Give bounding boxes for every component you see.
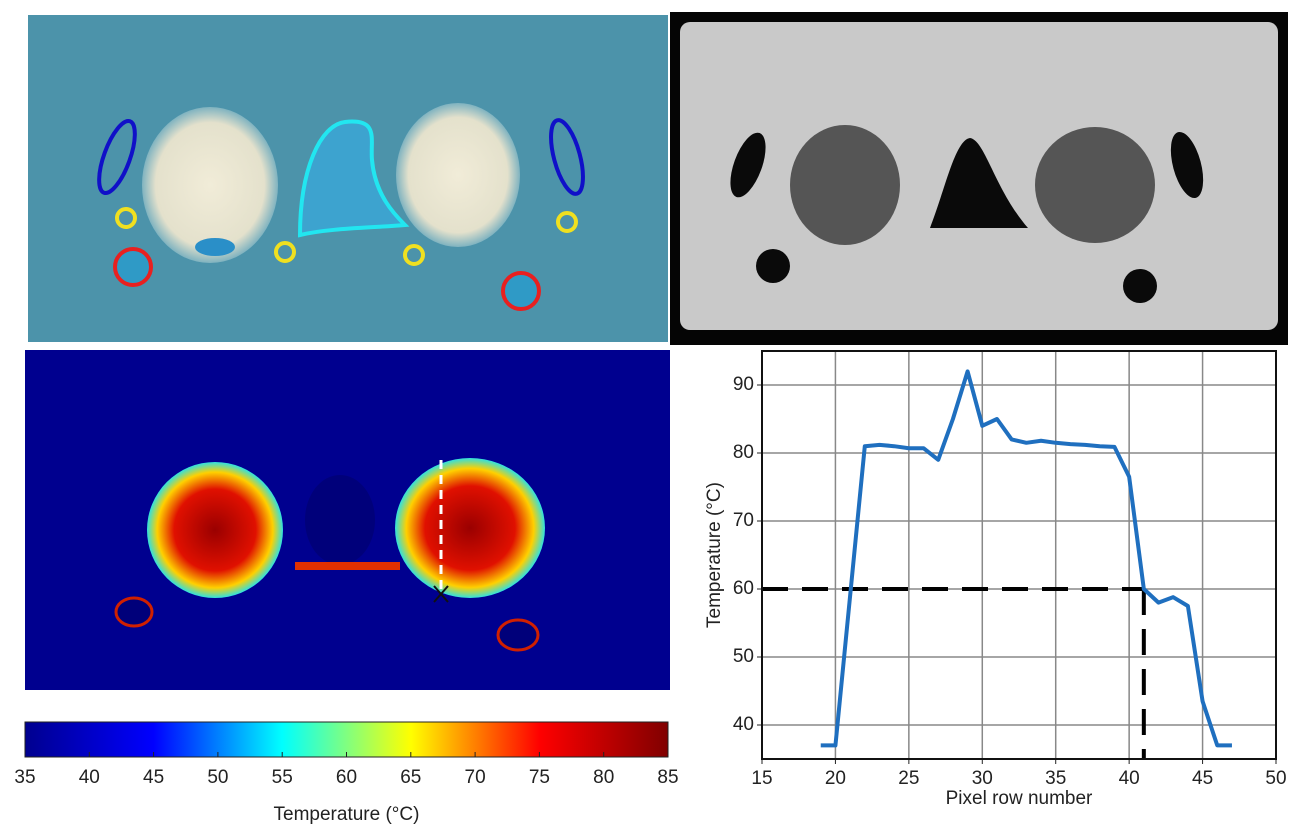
x-tick-label: 85: [657, 767, 678, 788]
x-tick-label: 55: [272, 767, 293, 788]
colorbar: 35 40 45 50 55 60 65 70 75 80 85 Temperature (°C): [14, 722, 678, 825]
x-tick-label: 20: [825, 768, 846, 789]
x-tick-label: 70: [465, 767, 486, 788]
x-tick-label: 25: [898, 768, 919, 789]
y-tick-label: 50: [733, 646, 754, 667]
y-tick-label: 40: [733, 714, 754, 735]
x-tick-label: 40: [1119, 768, 1140, 789]
x-tick-label: 15: [751, 768, 772, 789]
y-tick-label: 70: [733, 510, 754, 531]
x-tick-label: 40: [79, 767, 100, 788]
x-axis-label: Temperature (°C): [274, 804, 420, 825]
x-tick-label: 45: [143, 767, 164, 788]
figure: 35 40 45 50 55 60 65 70 75 80 85 Temperature (°C) 1…: [0, 0, 1293, 830]
y-tick-label: 90: [733, 374, 754, 395]
temperature-map: [25, 350, 670, 690]
x-tick-label: 35: [1045, 768, 1066, 789]
photo-panel: [28, 15, 668, 342]
y-tick-label: 60: [733, 578, 754, 599]
x-tick-label: 60: [336, 767, 357, 788]
x-tick-label: 35: [14, 767, 35, 788]
y-axis-label: Temperature (°C): [704, 482, 725, 628]
x-tick-label: 45: [1192, 768, 1213, 789]
x-tick-label: 50: [207, 767, 228, 788]
y-tick-label: 80: [733, 442, 754, 463]
x-tick-label: 65: [400, 767, 421, 788]
x-tick-label: 30: [972, 768, 993, 789]
x-axis-label: Pixel row number: [946, 788, 1093, 809]
colorbar-gradient: [25, 722, 668, 757]
x-tick-label: 75: [529, 767, 550, 788]
line-chart: 15 20 25 30 35 40 45 50 40 50 60 70 80 90 Pixel row nu…: [704, 351, 1287, 809]
x-tick-label: 50: [1265, 768, 1286, 789]
mri-panel: [670, 12, 1288, 345]
x-tick-label: 80: [593, 767, 614, 788]
